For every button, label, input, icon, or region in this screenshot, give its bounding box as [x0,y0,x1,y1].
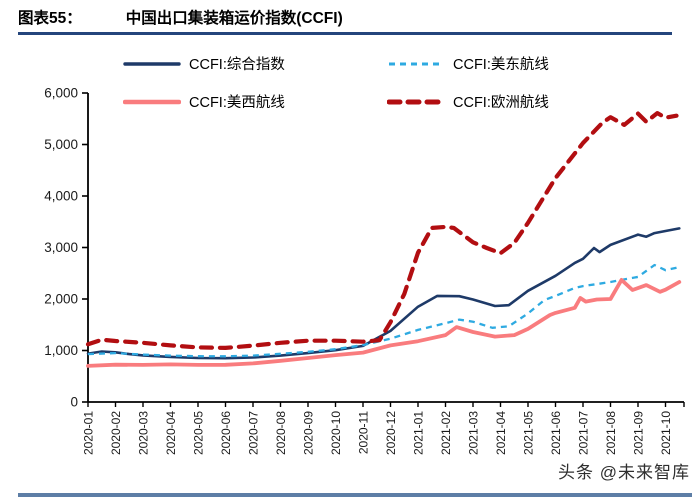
legend-item-1: CCFI:美东航线 [387,53,549,74]
series-line-1 [87,263,680,358]
x-tick-label: 2020-09 [302,411,316,455]
y-tick-label: 6,000 [44,86,78,101]
y-tick-label: 2,000 [44,292,78,307]
x-tick-label: 2020-10 [329,411,343,455]
y-tick-label: 4,000 [44,189,78,204]
legend-swatch [123,99,181,104]
legend-swatch [123,61,181,66]
figure-title: 中国出口集装箱运价指数(CCFI) [125,10,343,27]
x-tick-label: 2020-01 [82,411,96,455]
legend-swatch [389,61,443,66]
x-tick-label: 2020-08 [274,411,288,455]
series-line-2 [86,278,682,368]
legend-swatch [387,99,445,104]
series-line-0 [86,227,681,360]
legend-label: CCFI:美东航线 [453,57,549,73]
chart-legend: CCFI:综合指数 CCFI:美东航线 CCFI:美西航线 CCFI:欧洲航线 [123,53,549,112]
x-tick-label: 2020-05 [192,411,206,455]
x-tick-label: 2021-08 [604,411,618,455]
x-tick-label: 2021-04 [494,411,508,455]
x-tick-label: 2020-06 [219,411,233,455]
x-tick-label: 2021-10 [659,411,673,455]
x-tick-label: 2020-12 [384,411,398,455]
legend-label: CCFI:欧洲航线 [453,95,549,111]
x-tick-label: 2021-01 [412,411,426,455]
x-tick-label: 2020-11 [357,411,371,454]
legend-label: CCFI:综合指数 [189,57,285,73]
legend-label: CCFI:美西航线 [189,95,285,111]
x-tick-label: 2020-02 [109,411,123,455]
title-underline [18,32,672,35]
legend-item-3: CCFI:欧洲航线 [387,91,549,112]
figure-number: 图表55： [18,10,82,27]
x-tick-label: 2020-03 [137,411,151,455]
x-tick-label: 2021-09 [632,411,646,455]
x-tick-label: 2021-05 [522,411,536,455]
legend-item-0: CCFI:综合指数 [123,53,387,74]
y-tick-label: 0 [70,395,78,410]
y-tick-label: 3,000 [44,240,78,255]
y-tick-label: 1,000 [44,343,78,358]
bottom-rule [18,493,692,497]
x-tick-label: 2021-07 [577,411,591,455]
series-line-3 [85,111,679,350]
figure-header: 图表55： 中国出口集装箱运价指数(CCFI) [18,6,343,28]
x-tick-label: 2021-03 [467,411,481,455]
x-tick-label: 2020-04 [164,411,178,455]
x-tick-label: 2021-06 [549,411,563,455]
legend-item-2: CCFI:美西航线 [123,91,387,112]
watermark: 头条 @未来智库 [558,463,690,482]
y-tick-label: 5,000 [44,137,78,152]
x-tick-label: 2021-02 [439,411,453,455]
x-tick-label: 2020-07 [247,411,261,455]
